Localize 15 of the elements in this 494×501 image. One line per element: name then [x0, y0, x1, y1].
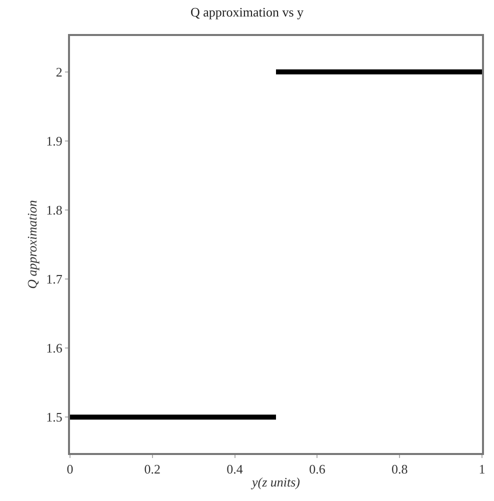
chart-title: Q approximation vs y	[190, 4, 304, 20]
x-tick-label: 1	[478, 462, 486, 477]
y-tick-label: 1.8	[46, 202, 62, 218]
x-tick-label: 0	[66, 462, 74, 477]
y-tick-label: 1.6	[46, 340, 63, 356]
y-axis-title: Q approximation	[24, 200, 40, 289]
x-tick-label: 0.8	[391, 462, 408, 477]
x-tick-label: 0.4	[226, 462, 244, 477]
x-tick-label: 0.6	[309, 462, 326, 477]
y-tick-label: 1.9	[46, 133, 62, 148]
x-tick-label: 0.2	[144, 462, 161, 477]
y-tick-label: 2	[56, 64, 62, 80]
y-tick-label: 1.7	[46, 272, 63, 287]
y-tick-label: 1.5	[46, 410, 62, 425]
x-axis-title: y(z units)	[250, 474, 300, 490]
